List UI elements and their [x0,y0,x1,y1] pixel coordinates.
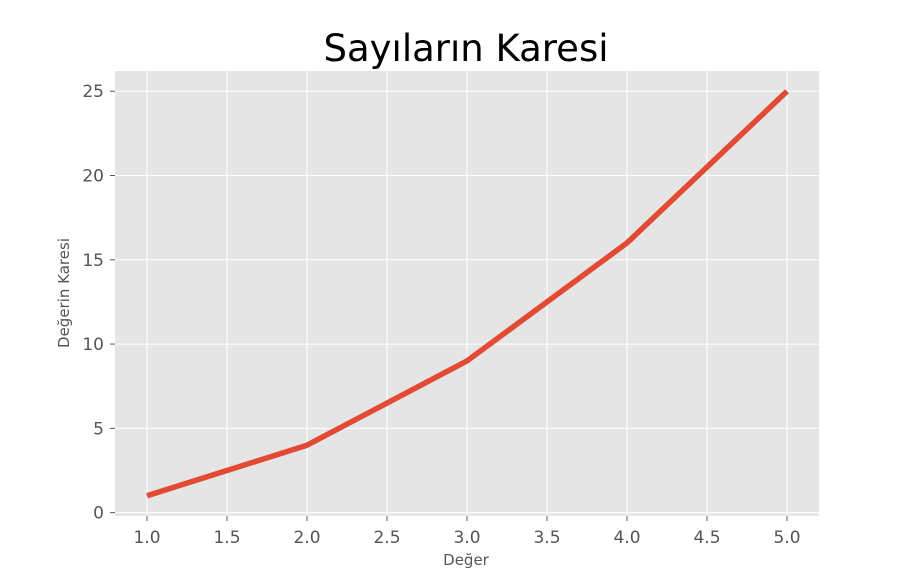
x-tick-label: 1.0 [133,528,160,548]
chart-title: Sayıların Karesi [324,27,609,70]
x-tick-label: 3.0 [453,528,480,548]
x-tick-label: 1.5 [213,528,240,548]
y-tick-label: 10 [82,335,104,355]
x-tick-label: 4.5 [693,528,720,548]
y-tick-label: 5 [93,419,104,439]
x-tick-label: 2.0 [293,528,320,548]
grid [115,71,819,516]
y-axis-label: Değerin Karesi [55,238,73,348]
series-layer [146,89,789,499]
y-tick-label: 20 [82,167,104,187]
x-tick-label: 2.5 [373,528,400,548]
x-tick-label: 5.0 [773,528,800,548]
y-tick-label: 25 [82,82,104,102]
y-tick-label: 15 [82,251,104,271]
x-tick-label: 3.5 [533,528,560,548]
series-line [146,89,789,499]
y-tick-label: 0 [93,504,104,524]
x-axis-label: Değer [443,551,490,569]
axis-ticks: 1.0 1.5 2.0 2.5 3.0 3.5 4.0 4.5 5.0 0 5 10 15 20 25 [82,82,800,548]
x-tick-label: 4.0 [613,528,640,548]
